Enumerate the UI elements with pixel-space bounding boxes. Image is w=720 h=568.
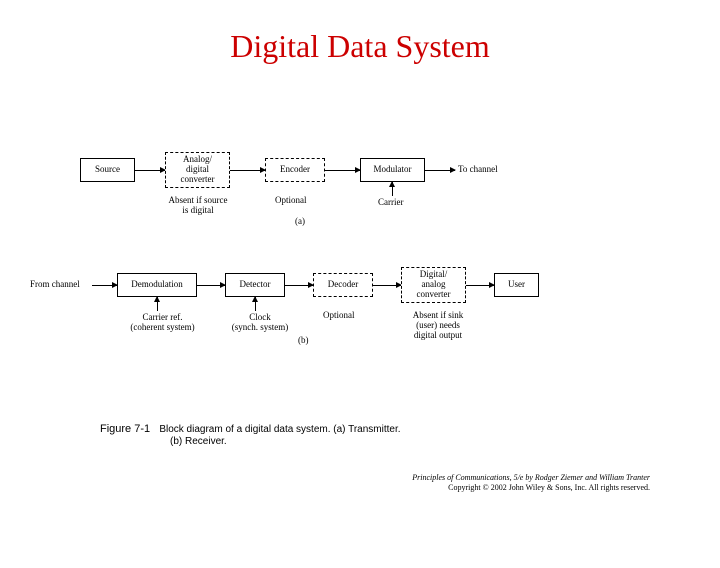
box-source: Source [80, 158, 135, 182]
sublabel-b: (b) [298, 335, 309, 345]
carrier-arrow [392, 182, 393, 196]
arrow-a1 [135, 170, 165, 171]
anno-carrier-ref: Carrier ref. (coherent system) [120, 313, 205, 333]
arrow-a2 [230, 170, 265, 171]
arrow-b2 [285, 285, 313, 286]
receiver-row: From channel Demodulation Detector Decod… [50, 273, 670, 363]
figure-number: Figure 7-1 [100, 423, 150, 435]
anno-clock: Clock (synch. system) [225, 313, 295, 333]
box-decoder: Decoder [313, 273, 373, 297]
box-detector: Detector [225, 273, 285, 297]
clock-arrow [255, 297, 256, 311]
anno-absent-sink: Absent if sink (user) needs digital outp… [398, 311, 478, 341]
label-from-channel: From channel [30, 280, 80, 290]
box-encoder: Encoder [265, 158, 325, 182]
page-title: Digital Data System [0, 28, 720, 65]
anno-absent-source: Absent if source is digital [158, 196, 238, 216]
block-diagram: Source Analog/ digital converter Encoder… [50, 158, 670, 358]
arrow-b4 [466, 285, 494, 286]
box-modulator: Modulator [360, 158, 425, 182]
arrow-b1 [197, 285, 225, 286]
caption-line2: (b) Receiver. [170, 436, 227, 447]
box-adc: Analog/ digital converter [165, 152, 230, 188]
arrow-a3 [325, 170, 360, 171]
box-user: User [494, 273, 539, 297]
copyright-text: Principles of Communications, 5/e by Rod… [412, 473, 650, 492]
label-to-channel: To channel [458, 165, 498, 175]
copyright-line2: Copyright © 2002 John Wiley & Sons, Inc.… [448, 483, 650, 492]
arrow-a4 [425, 170, 455, 171]
anno-optional-rx: Optional [323, 311, 355, 321]
box-demod: Demodulation [117, 273, 197, 297]
anno-optional-tx: Optional [275, 196, 307, 206]
sublabel-a: (a) [295, 216, 305, 226]
anno-carrier: Carrier [378, 198, 403, 208]
box-dac: Digital/ analog converter [401, 267, 466, 303]
arrow-b0 [92, 285, 117, 286]
carrier-ref-arrow [157, 297, 158, 311]
figure-caption: Figure 7-1 Block diagram of a digital da… [100, 423, 401, 447]
transmitter-row: Source Analog/ digital converter Encoder… [50, 158, 670, 248]
caption-line1: Block diagram of a digital data system. … [159, 424, 400, 435]
copyright-line1: Principles of Communications, 5/e by Rod… [412, 473, 650, 482]
arrow-b3 [373, 285, 401, 286]
